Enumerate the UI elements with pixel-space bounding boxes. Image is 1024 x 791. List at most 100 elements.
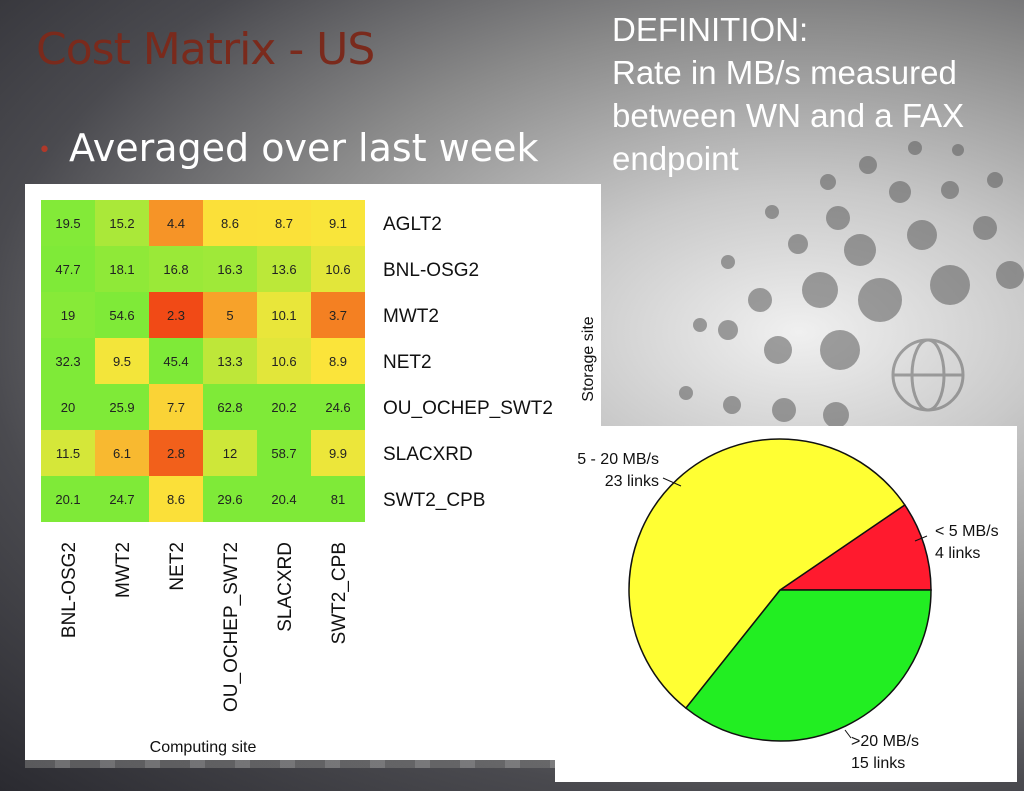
bullet-text: Averaged over last week	[68, 126, 539, 170]
bullet-point: • Averaged over last week	[38, 126, 539, 170]
heatmap-cell	[311, 430, 365, 476]
heatmap-cell-label: 8.9	[329, 354, 347, 369]
heatmap-cell-label: 8.6	[167, 492, 185, 507]
heatmap-cell-label: 19.5	[55, 216, 80, 231]
heatmap-cell-label: 6.1	[113, 446, 131, 461]
heatmap-cell-label: 8.6	[221, 216, 239, 231]
heatmap-cell-label: 4.4	[167, 216, 185, 231]
heatmap-cell-label: 2.3	[167, 308, 185, 323]
heatmap-cell-label: 11.5	[56, 446, 80, 461]
heatmap-cell	[95, 200, 149, 246]
pie-slice-label: < 5 MB/s	[935, 523, 999, 540]
heatmap-cell-label: 7.7	[167, 400, 185, 415]
heatmap-cell-label: 29.6	[217, 492, 242, 507]
heatmap-cell	[41, 292, 95, 338]
slide-title: Cost Matrix - US	[36, 24, 375, 75]
heatmap-cell	[203, 246, 257, 292]
definition-box: DEFINITION: Rate in MB/s measured betwee…	[612, 8, 1012, 180]
heatmap-cell-label: 10.1	[271, 308, 296, 323]
heatmap-cell	[95, 384, 149, 430]
heatmap-cell	[257, 246, 311, 292]
heatmap-cell	[95, 430, 149, 476]
heatmap-cell-label: 9.9	[329, 446, 347, 461]
heatmap-cell-label: 20.4	[271, 492, 296, 507]
heatmap-cell-label: 5	[226, 308, 233, 323]
heatmap-cell	[149, 246, 203, 292]
y-tick-label: OU_OCHEP_SWT2	[383, 398, 553, 419]
heatmap-cell-label: 25.9	[109, 400, 134, 415]
heatmap-cell	[41, 430, 95, 476]
heatmap-cell	[311, 476, 365, 522]
heatmap-cell	[257, 430, 311, 476]
heatmap-panel: 19.5 15.2 4.4 8.6 8.7 9.1 47.7 18.1 16.8 16.3 13.6…	[25, 184, 601, 760]
x-tick-label: MWT2	[113, 542, 134, 598]
heatmap-cell-label: 18.1	[109, 262, 134, 277]
heatmap-cell-label: 24.6	[325, 400, 350, 415]
heatmap-cell-label: 16.3	[217, 262, 242, 277]
heatmap-cell-label: 81	[331, 492, 345, 507]
y-tick-label: MWT2	[383, 306, 439, 327]
heatmap-cell-label: 3.7	[329, 308, 347, 323]
pie-slice-count-label: 15 links	[851, 755, 905, 772]
heatmap-cell	[257, 200, 311, 246]
heatmap-cell	[41, 246, 95, 292]
heatmap-cell	[41, 384, 95, 430]
heatmap-cell-label: 24.7	[109, 492, 134, 507]
heatmap-cell	[149, 292, 203, 338]
heatmap-cell-label: 12	[223, 446, 237, 461]
heatmap-cell-label: 20	[61, 400, 75, 415]
heatmap-cell-label: 58.7	[271, 446, 296, 461]
pie-slice-label: >20 MB/s	[851, 733, 919, 750]
y-tick-label: BNL-OSG2	[383, 260, 479, 281]
heatmap-cell-label: 10.6	[271, 354, 296, 369]
heatmap-cell-label: 62.8	[217, 400, 242, 415]
heatmap-cell	[203, 476, 257, 522]
heatmap-cell-label: 15.2	[109, 216, 134, 231]
y-axis-label: Storage site	[580, 316, 597, 401]
pie-panel: < 5 MB/s 4 links >20 MB/s 15 links 5 - 20 MB…	[555, 426, 1017, 782]
heatmap-cell	[41, 476, 95, 522]
bullet-dot-icon: •	[38, 138, 51, 163]
heatmap-cell-label: 10.6	[325, 262, 350, 277]
pie-slice-count-label: 23 links	[605, 473, 659, 490]
heatmap-cell	[149, 476, 203, 522]
heatmap-cell	[41, 200, 95, 246]
pie-chart: < 5 MB/s 4 links >20 MB/s 15 links 5 - 20 MB…	[577, 438, 999, 772]
heatmap-cell-label: 13.3	[217, 354, 242, 369]
heatmap-cell	[149, 384, 203, 430]
heatmap-cell-label: 54.6	[109, 308, 134, 323]
heatmap-cell-label: 9.5	[113, 354, 131, 369]
heatmap-cell	[149, 200, 203, 246]
pie-slice	[628, 438, 906, 710]
pie-slice-label: 5 - 20 MB/s	[577, 451, 659, 468]
pie-leader-line	[662, 477, 682, 487]
x-tick-label: SWT2_CPB	[329, 542, 350, 644]
heatmap-cell	[257, 476, 311, 522]
y-tick-label: SLACXRD	[383, 444, 473, 465]
definition-heading: DEFINITION:	[612, 11, 809, 48]
definition-line: Rate in MB/s measured	[612, 54, 957, 91]
heatmap-cell	[203, 430, 257, 476]
heatmap-cell-label: 45.4	[163, 354, 188, 369]
pie-leader-line	[844, 729, 852, 739]
heatmap-cell-label: 19	[61, 308, 75, 323]
heatmap-cell	[311, 200, 365, 246]
heatmap-cell-label: 16.8	[163, 262, 188, 277]
y-tick-label: SWT2_CPB	[383, 490, 485, 511]
x-tick-label: NET2	[167, 542, 188, 591]
heatmap-cell	[203, 200, 257, 246]
heatmap-cell	[95, 476, 149, 522]
heatmap-cell-label: 47.7	[55, 262, 80, 277]
heatmap-cell	[149, 338, 203, 384]
heatmap-cell	[203, 384, 257, 430]
heatmap-cell-label: 8.7	[275, 216, 293, 231]
footer-strip	[25, 760, 555, 768]
heatmap-cell	[95, 292, 149, 338]
definition-line: between WN and a FAX	[612, 97, 965, 134]
heatmap-cell	[257, 338, 311, 384]
definition-line: endpoint	[612, 140, 739, 177]
heatmap-cell	[311, 292, 365, 338]
heatmap-cell	[41, 338, 95, 384]
x-tick-label: OU_OCHEP_SWT2	[221, 542, 242, 712]
